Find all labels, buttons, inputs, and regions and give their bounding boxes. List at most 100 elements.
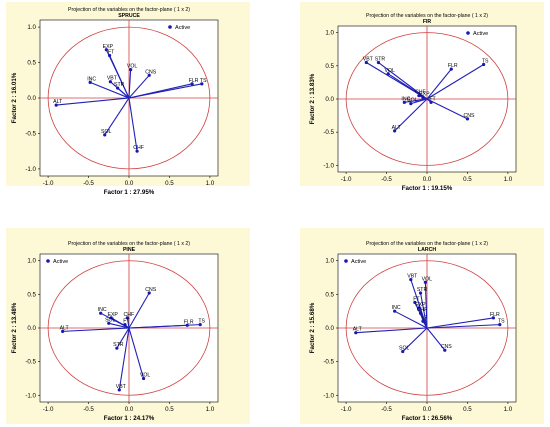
x-tick-label: 0.0 bbox=[423, 176, 432, 183]
variable-label: STR bbox=[417, 287, 428, 293]
variable-label: LF bbox=[421, 315, 427, 321]
variable-point bbox=[116, 86, 120, 90]
y-tick-label: 0.5 bbox=[325, 291, 334, 298]
x-tick-label: 0.0 bbox=[125, 406, 134, 413]
variable-vector bbox=[426, 317, 494, 329]
x-tick-label: 0.5 bbox=[165, 180, 174, 187]
variable-point bbox=[190, 82, 194, 86]
y-tick-label: 0.5 bbox=[325, 63, 334, 70]
x-tick-label: 0.5 bbox=[165, 406, 174, 413]
variable-vector bbox=[394, 98, 428, 132]
chart-panel-spruce: Projection of the variables on the facto… bbox=[6, 2, 250, 196]
variable-point bbox=[115, 346, 119, 350]
chart-panel-larch: Projection of the variables on the facto… bbox=[300, 228, 544, 424]
x-tick-label: -0.5 bbox=[381, 406, 392, 413]
variable-label: ALT bbox=[353, 327, 363, 333]
variable-vector bbox=[355, 327, 428, 334]
variable-label: TS bbox=[498, 319, 505, 325]
variable-label: VBT bbox=[116, 384, 127, 390]
variable-label: CNS bbox=[145, 287, 156, 293]
legend-label: Active bbox=[473, 31, 488, 37]
variable-label: VBT bbox=[107, 76, 118, 82]
variable-label: VBT bbox=[407, 274, 418, 280]
y-tick-label: 0.0 bbox=[27, 325, 36, 332]
variable-point bbox=[147, 291, 151, 295]
x-tick-label: -0.5 bbox=[381, 176, 392, 183]
x-tick-label: 1.0 bbox=[504, 176, 513, 183]
variable-point bbox=[107, 321, 111, 325]
y-tick-label: -0.5 bbox=[25, 359, 36, 366]
variable-point bbox=[393, 129, 397, 133]
variable-label: FT bbox=[429, 96, 436, 102]
variable-point bbox=[386, 72, 390, 76]
variable-label: SOL bbox=[101, 129, 111, 135]
variable-point bbox=[491, 316, 495, 320]
chart-panel-fir: Projection of the variables on the facto… bbox=[300, 2, 544, 192]
variable-point bbox=[498, 323, 502, 327]
variable-label: SOL bbox=[399, 346, 409, 352]
variable-vector bbox=[426, 68, 452, 100]
legend-marker bbox=[344, 259, 348, 263]
variable-vector bbox=[109, 55, 130, 99]
variable-point bbox=[109, 316, 113, 320]
variable-point bbox=[108, 80, 112, 84]
variable-label: STR bbox=[113, 342, 124, 348]
variable-point bbox=[421, 96, 425, 100]
variable-vector bbox=[128, 97, 138, 152]
x-tick-label: 1.0 bbox=[504, 406, 513, 413]
x-tick-label: -1.0 bbox=[43, 180, 54, 187]
variable-point bbox=[129, 68, 133, 72]
variable-point bbox=[88, 80, 92, 84]
variable-label: FT bbox=[123, 319, 130, 325]
variable-label: CNS bbox=[145, 69, 156, 75]
y-tick-label: -0.5 bbox=[25, 130, 36, 137]
variable-vector bbox=[128, 74, 150, 99]
variable-vector bbox=[128, 327, 145, 379]
variable-label: CNS bbox=[463, 113, 474, 119]
y-tick-label: -1.0 bbox=[323, 162, 334, 169]
variable-label: VBT bbox=[363, 57, 374, 63]
x-tick-label: -0.5 bbox=[83, 180, 94, 187]
variable-label: INC bbox=[87, 76, 96, 82]
variable-point bbox=[107, 53, 112, 58]
variable-label: EXP bbox=[415, 302, 426, 308]
y-axis-label: Factor 2 : 13.83% bbox=[309, 73, 316, 124]
x-tick-label: 1.0 bbox=[206, 180, 215, 187]
x-tick-label: -0.5 bbox=[83, 406, 94, 413]
y-tick-label: -0.5 bbox=[323, 129, 334, 136]
variable-point bbox=[443, 348, 447, 352]
variable-point bbox=[198, 323, 202, 327]
variable-point bbox=[417, 94, 421, 98]
variable-vector bbox=[419, 292, 428, 329]
variable-point bbox=[117, 388, 121, 392]
y-tick-label: -1.0 bbox=[25, 166, 36, 173]
x-axis-label: Factor 1 : 27.95% bbox=[104, 189, 155, 196]
variable-label: CHF bbox=[124, 312, 135, 318]
variable-vector bbox=[426, 64, 484, 100]
variable-vector bbox=[126, 317, 130, 329]
variable-label: INC bbox=[98, 307, 107, 313]
variable-point bbox=[123, 323, 127, 327]
variable-label: STR bbox=[114, 82, 125, 88]
variable-label: VOL bbox=[127, 64, 137, 70]
chart-panel-pine: Projection of the variables on the facto… bbox=[6, 228, 250, 424]
variable-point bbox=[99, 311, 103, 315]
variable-label: EXP bbox=[419, 92, 430, 98]
y-tick-label: 1.0 bbox=[27, 24, 36, 31]
variable-label: INC bbox=[401, 96, 410, 102]
variable-vector bbox=[128, 292, 150, 329]
y-axis-label: Factor 2 : 15.68% bbox=[309, 302, 316, 353]
variable-point bbox=[417, 306, 421, 310]
variable-point bbox=[354, 331, 358, 335]
variable-vector bbox=[387, 73, 428, 100]
variable-point bbox=[200, 82, 204, 86]
x-axis-label: Factor 1 : 24.17% bbox=[104, 415, 155, 422]
variable-vector bbox=[424, 282, 428, 329]
x-axis-label: Factor 1 : 19.15% bbox=[402, 185, 453, 192]
y-tick-label: -1.0 bbox=[323, 392, 334, 399]
y-tick-label: -0.5 bbox=[323, 359, 334, 366]
y-tick-label: 1.0 bbox=[325, 30, 334, 37]
variable-point bbox=[364, 60, 368, 65]
x-tick-label: -1.0 bbox=[43, 406, 54, 413]
variable-vector bbox=[108, 322, 130, 329]
